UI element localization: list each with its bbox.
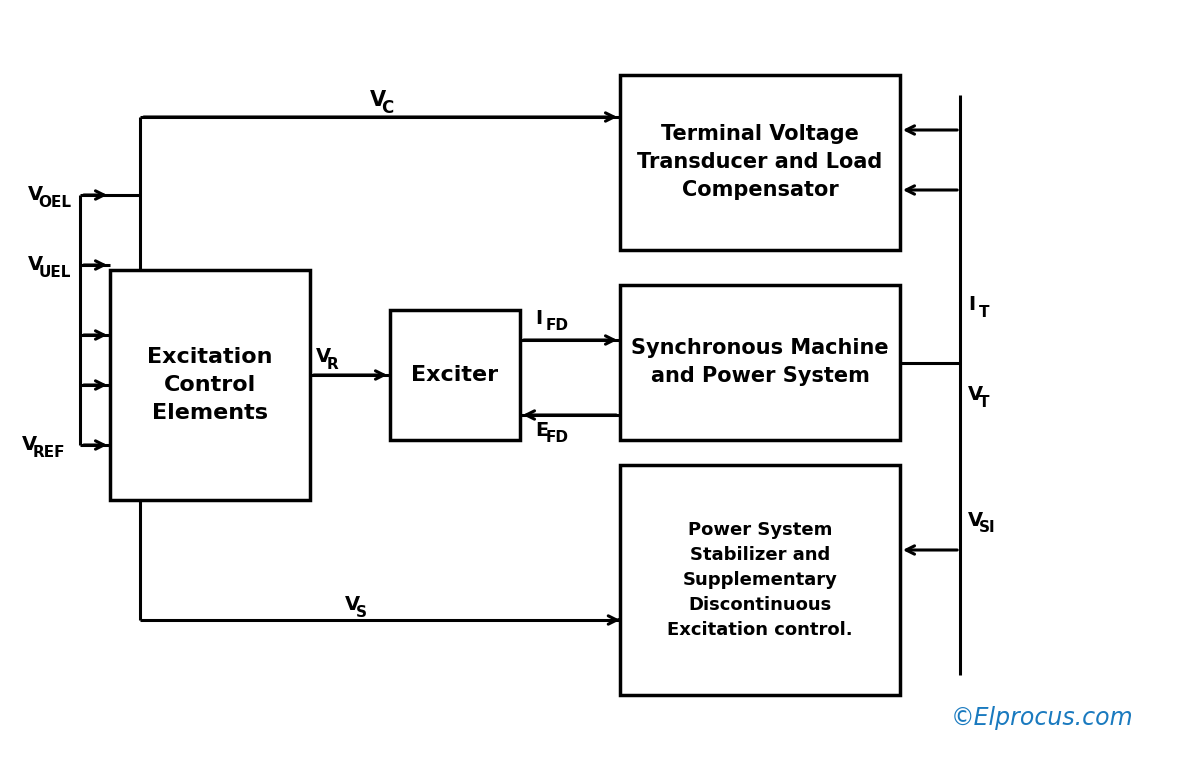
Text: ©Elprocus.com: ©Elprocus.com bbox=[951, 706, 1133, 729]
Text: V: V bbox=[316, 348, 331, 367]
Bar bbox=[391, 310, 520, 440]
Text: T: T bbox=[979, 305, 990, 321]
Text: V: V bbox=[345, 595, 361, 615]
Text: C: C bbox=[381, 99, 393, 117]
Bar bbox=[621, 75, 900, 250]
Text: Power System
Stabilizer and
Supplementary
Discontinuous
Excitation control.: Power System Stabilizer and Supplementar… bbox=[667, 521, 853, 639]
Text: Terminal Voltage
Transducer and Load
Compensator: Terminal Voltage Transducer and Load Com… bbox=[637, 125, 883, 200]
Text: T: T bbox=[979, 395, 990, 410]
Text: V: V bbox=[22, 435, 37, 455]
Text: FD: FD bbox=[545, 318, 569, 333]
Text: V: V bbox=[968, 385, 984, 405]
Text: Excitation
Control
Elements: Excitation Control Elements bbox=[147, 347, 273, 423]
Text: V: V bbox=[28, 186, 43, 204]
Text: V: V bbox=[28, 256, 43, 275]
Text: OEL: OEL bbox=[38, 195, 72, 210]
Text: Exciter: Exciter bbox=[411, 365, 498, 385]
Text: R: R bbox=[327, 357, 338, 372]
Text: I: I bbox=[536, 309, 543, 328]
Bar bbox=[110, 270, 310, 500]
Text: UEL: UEL bbox=[38, 265, 71, 280]
Text: S: S bbox=[356, 605, 367, 620]
Text: Synchronous Machine
and Power System: Synchronous Machine and Power System bbox=[631, 339, 889, 387]
Text: E: E bbox=[536, 420, 549, 439]
Text: V: V bbox=[968, 510, 984, 530]
Text: REF: REF bbox=[32, 445, 65, 460]
Text: SI: SI bbox=[979, 520, 996, 535]
Bar bbox=[621, 465, 900, 695]
Text: I: I bbox=[968, 296, 975, 314]
Text: V: V bbox=[370, 90, 386, 110]
Text: FD: FD bbox=[545, 431, 569, 445]
Bar bbox=[621, 285, 900, 440]
